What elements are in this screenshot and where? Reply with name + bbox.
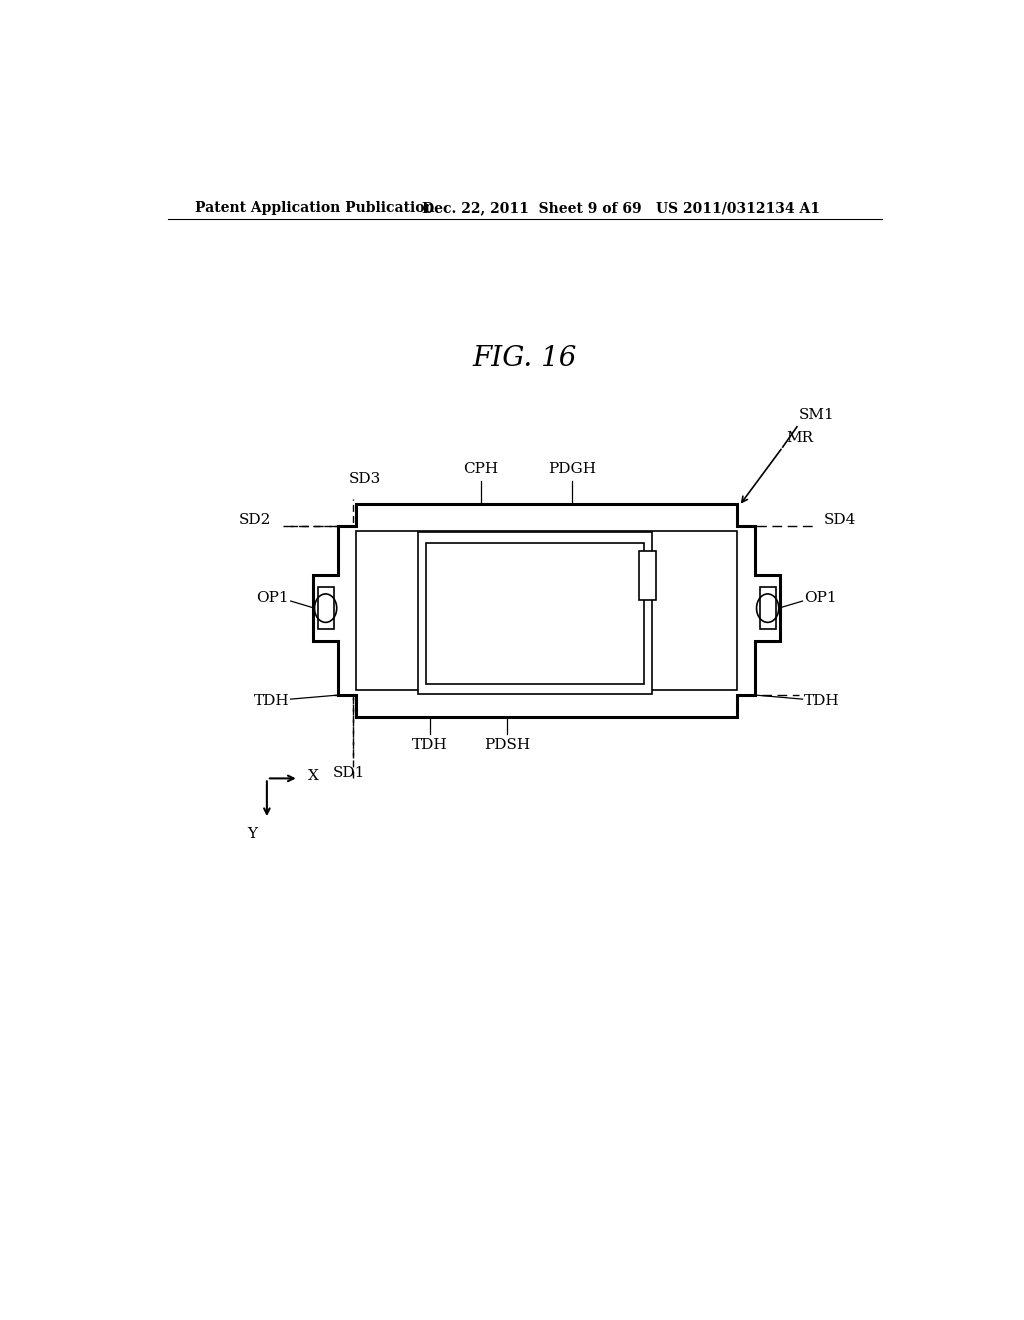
Bar xyxy=(760,587,775,630)
Text: SD4: SD4 xyxy=(824,513,856,527)
Text: TDH: TDH xyxy=(804,694,840,708)
Text: TDH: TDH xyxy=(412,738,447,752)
Text: SM1: SM1 xyxy=(799,408,835,421)
Text: OP1: OP1 xyxy=(804,591,837,605)
Bar xyxy=(426,543,644,684)
Text: FIG. 16: FIG. 16 xyxy=(473,345,577,372)
Text: PDSH: PDSH xyxy=(484,738,530,752)
Text: SD3: SD3 xyxy=(349,471,381,486)
Text: PDGH: PDGH xyxy=(549,462,596,475)
Polygon shape xyxy=(313,504,780,718)
Bar xyxy=(418,532,652,694)
Bar xyxy=(639,550,656,599)
Bar xyxy=(317,587,334,630)
Text: Y: Y xyxy=(248,828,258,841)
Text: Patent Application Publication: Patent Application Publication xyxy=(196,201,435,215)
Text: SD1: SD1 xyxy=(333,766,365,780)
Text: X: X xyxy=(308,770,319,783)
Text: OP1: OP1 xyxy=(256,591,289,605)
Bar xyxy=(355,532,737,690)
Text: SD2: SD2 xyxy=(239,513,270,527)
Text: Dec. 22, 2011  Sheet 9 of 69: Dec. 22, 2011 Sheet 9 of 69 xyxy=(422,201,641,215)
Text: MR: MR xyxy=(786,432,814,445)
Text: US 2011/0312134 A1: US 2011/0312134 A1 xyxy=(655,201,820,215)
Text: TDH: TDH xyxy=(254,694,289,708)
Text: CPH: CPH xyxy=(464,462,499,475)
